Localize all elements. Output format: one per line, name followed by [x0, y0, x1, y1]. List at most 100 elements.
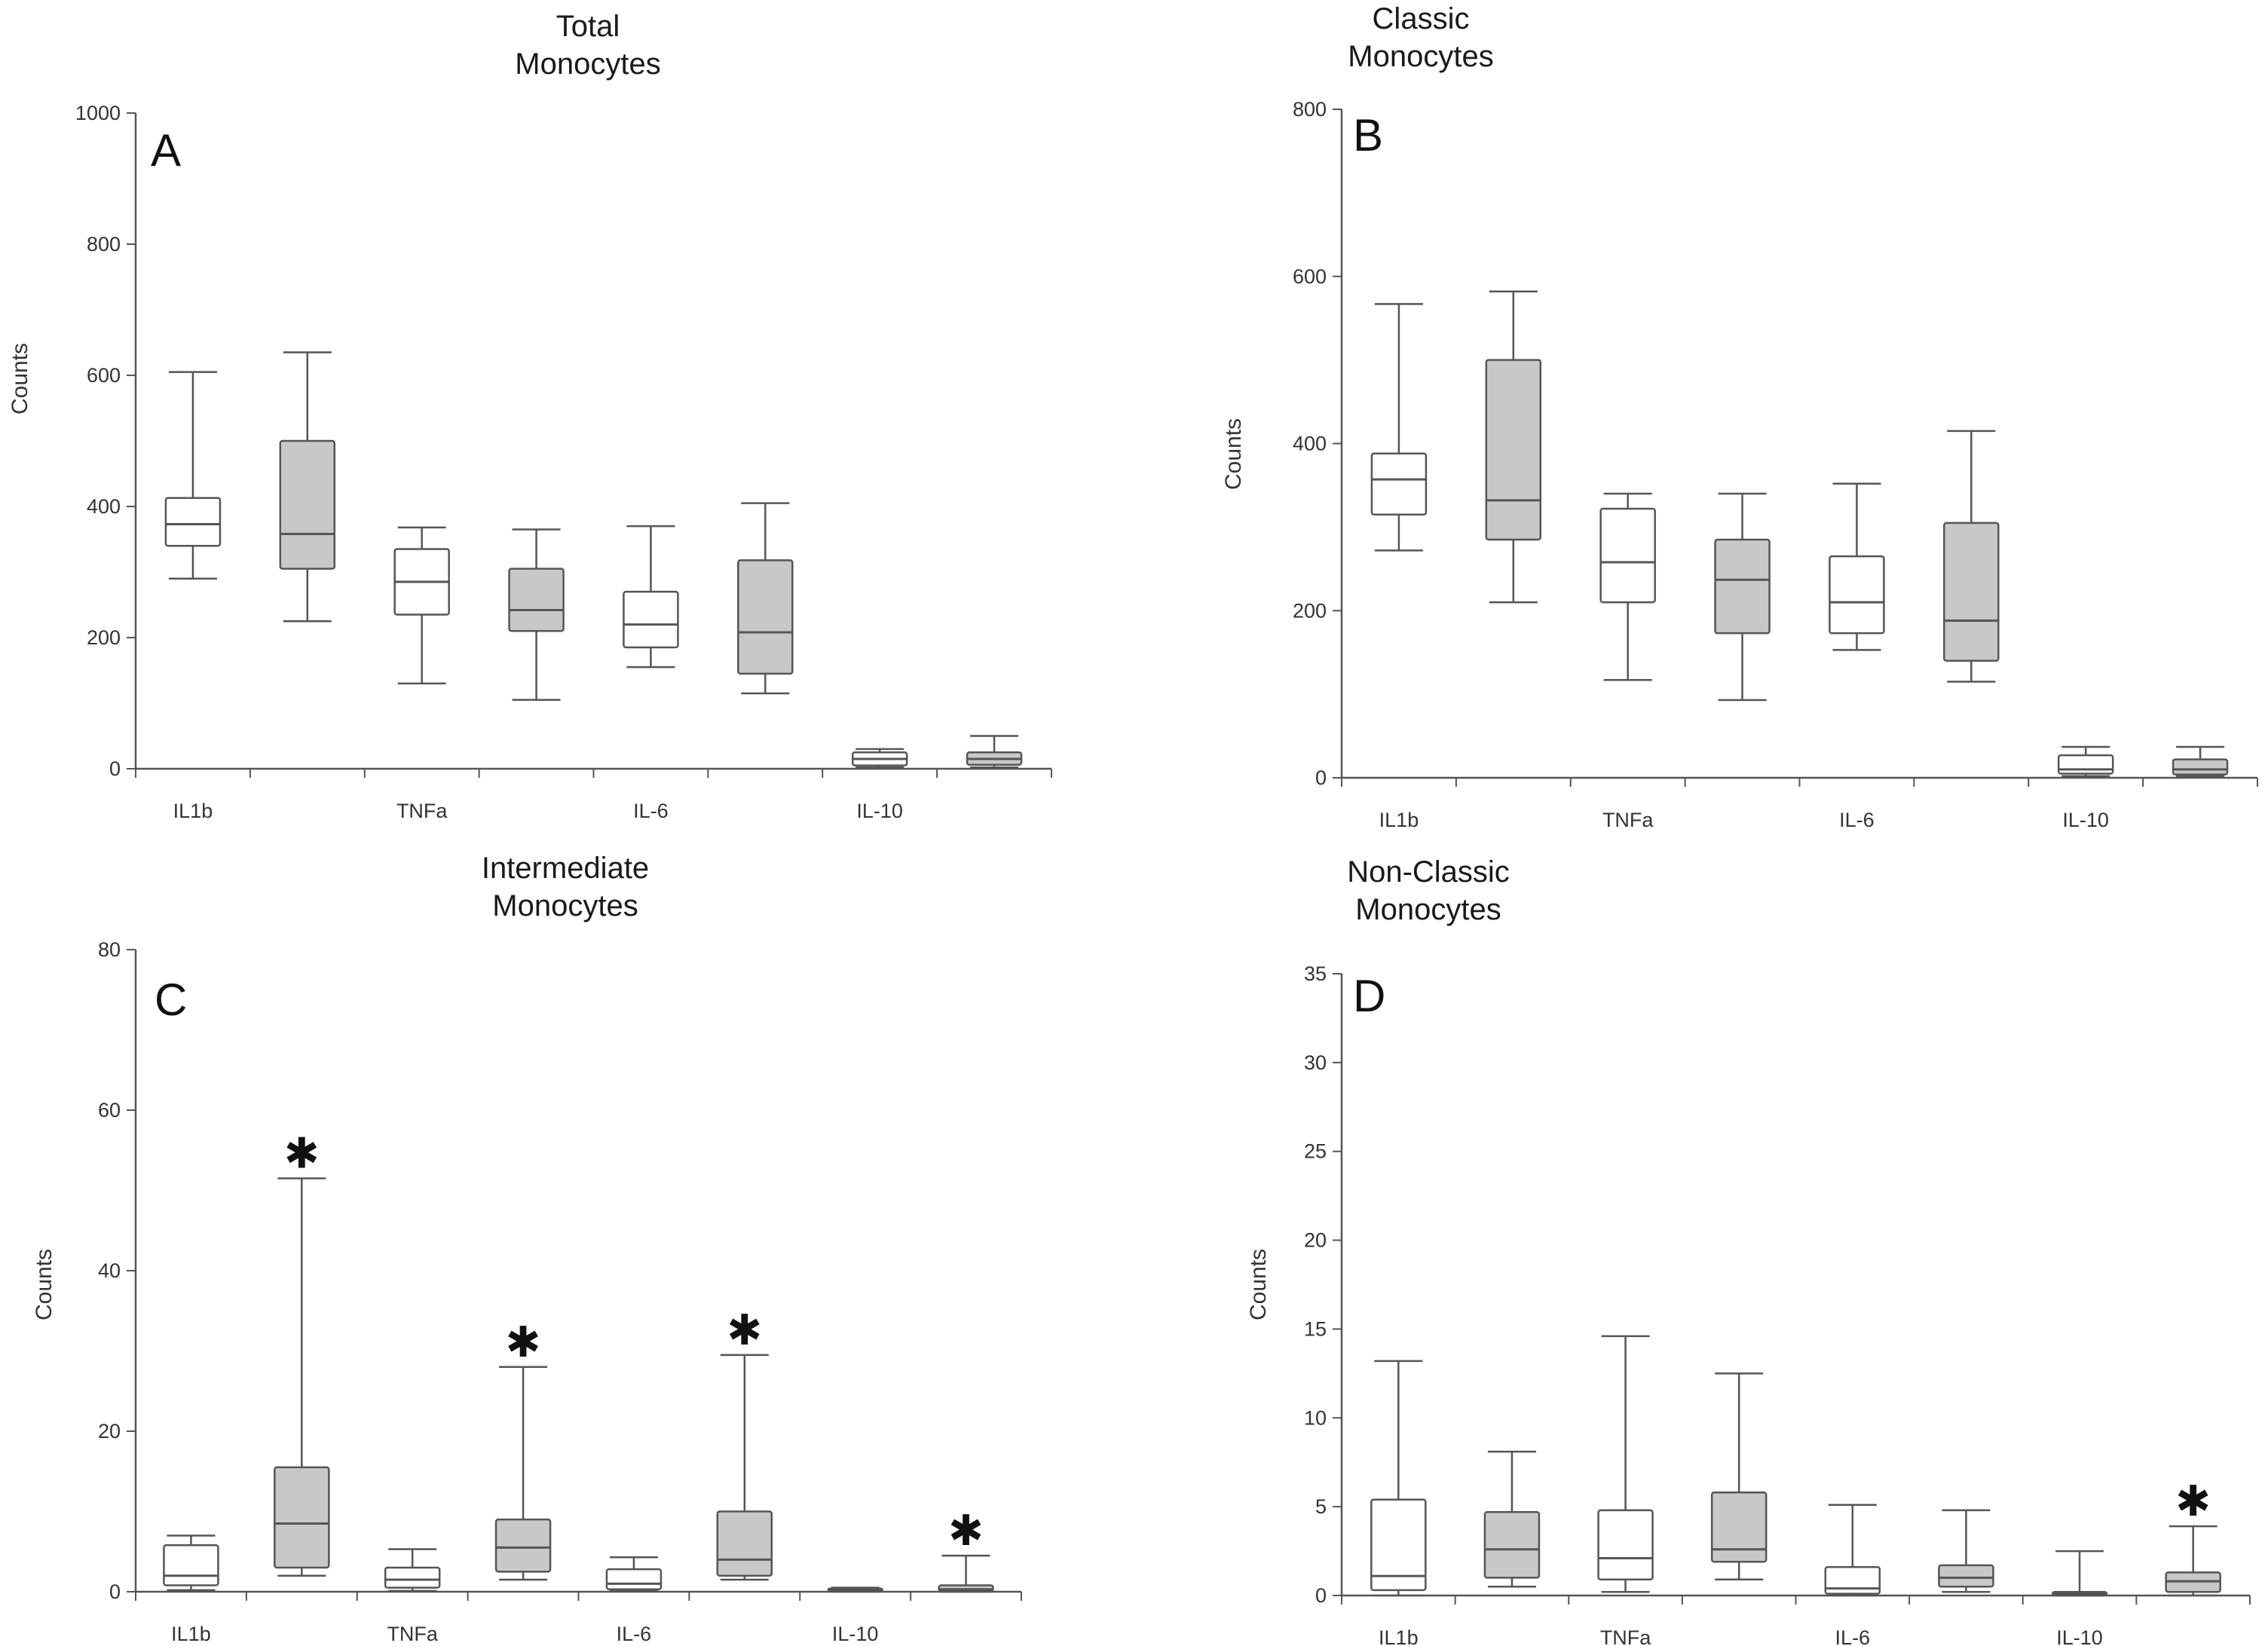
box-iqr — [1824, 1566, 1881, 1595]
panel-c-intermediate-monocytes: Intermediate Monocytes C Counts 0 20 40 60 8… — [0, 823, 1134, 1646]
x-category-label: IL-10 — [2056, 1626, 2103, 1646]
y-tick-label: 400 — [1293, 433, 1327, 455]
boxplot-svg: 0 200 400 600 800 1000 IL1b TNFa IL-6 IL-10 — [75, 102, 1052, 822]
panel-title-line2: Monocytes — [1348, 40, 1494, 73]
significance-star: ✱ — [284, 1130, 320, 1179]
panel-label: C — [155, 974, 188, 1025]
y-tick-label: 25 — [1304, 1140, 1327, 1163]
box-iqr — [1710, 1491, 1768, 1563]
y-tick-label: 0 — [1315, 1584, 1327, 1607]
box-tnfa-open — [1599, 492, 1656, 681]
x-category-label: IL1b — [1379, 1626, 1419, 1646]
x-category-label: IL-6 — [1835, 1626, 1871, 1646]
panel-d-non-classic-monocytes: Non-Classic Monocytes D Counts 0 5 10 15 20 2… — [1134, 823, 2268, 1646]
box-tnfa-filled: ✱ — [494, 1318, 552, 1581]
box-iqr — [1714, 538, 1771, 635]
x-category-label: IL-10 — [856, 800, 903, 822]
box-il-6-filled — [1938, 1509, 1994, 1593]
box-iqr — [2057, 754, 2114, 775]
box-il-10-open — [2057, 745, 2114, 778]
y-tick-label: 15 — [1304, 1317, 1327, 1340]
box-il1b-filled — [1483, 1450, 1541, 1588]
box-il-6-open — [1829, 482, 1885, 651]
box-il-10-filled — [966, 735, 1023, 769]
box-il-6-filled — [737, 502, 794, 695]
x-category-label: TNFa — [396, 800, 448, 822]
y-tick-label: 200 — [87, 626, 121, 649]
panel-title: Classic Monocytes — [1270, 0, 1572, 75]
x-category-label: IL-10 — [2062, 809, 2109, 831]
x-category-label: IL-6 — [633, 800, 669, 822]
y-tick-label: 800 — [1293, 98, 1327, 121]
box-tnfa-open — [393, 526, 450, 685]
y-tick-label: 20 — [98, 1420, 121, 1443]
y-tick-label: 30 — [1304, 1051, 1327, 1074]
boxplot-svg: 0 5 10 15 20 25 30 35 IL1b TNFa IL-6 IL-10 ✱ — [1304, 962, 2251, 1646]
box-il-6-open — [605, 1556, 663, 1592]
x-category-label: IL1b — [1379, 809, 1419, 831]
box-iqr — [384, 1566, 441, 1589]
y-tick-label: 1000 — [75, 102, 121, 124]
panel-title-line2: Monocytes — [492, 889, 638, 922]
significance-star: ✱ — [948, 1507, 984, 1556]
box-iqr — [1370, 1498, 1427, 1592]
x-category-label: TNFa — [387, 1623, 438, 1645]
panel-label: D — [1353, 971, 1386, 1021]
box-il-6-filled — [1943, 430, 2000, 683]
box-il-10-open — [851, 748, 908, 769]
box-iqr — [605, 1568, 663, 1591]
y-tick-label: 200 — [1293, 599, 1327, 622]
x-category-label: TNFa — [1602, 809, 1654, 831]
panel-b-classic-monocytes: Classic Monocytes B Counts 0 200 400 600 800… — [1134, 0, 2268, 831]
significance-star: ✱ — [2175, 1477, 2211, 1526]
box-iqr — [164, 497, 222, 547]
panel-title-line1: Total — [556, 10, 620, 43]
box-il1b-open — [164, 371, 222, 580]
box-il-6-filled: ✱ — [716, 1306, 773, 1581]
panel-label: A — [151, 125, 182, 176]
box-il-10-open — [2051, 1550, 2108, 1597]
box-il1b-open — [1370, 1360, 1427, 1597]
box-iqr — [1938, 1564, 1994, 1588]
y-tick-label: 400 — [87, 495, 121, 518]
box-il-10-filled: ✱ — [938, 1507, 994, 1593]
box-il1b-filled: ✱ — [274, 1130, 330, 1577]
box-iqr — [163, 1544, 219, 1586]
boxplot-svg: 0 20 40 60 80 IL1b TNFa IL-6 IL-10 ✱ ✱ ✱ ✱ — [98, 938, 1022, 1645]
y-tick-label: 5 — [1315, 1495, 1327, 1518]
y-tick-label: 800 — [87, 233, 121, 255]
boxplot-svg: 0 200 400 600 800 IL1b TNFa IL-6 IL-10 — [1293, 98, 2258, 831]
x-category-label: IL-6 — [1839, 809, 1875, 831]
box-il1b-filled — [279, 351, 336, 623]
box-iqr — [1485, 359, 1542, 541]
panel-title: Non-Classic Monocytes — [1270, 853, 1587, 929]
box-iqr — [1943, 522, 2000, 662]
panel-title-line1: Classic — [1372, 2, 1470, 35]
box-il-6-open — [1824, 1504, 1881, 1597]
box-il-6-open — [623, 525, 679, 668]
y-tick-label: 80 — [98, 938, 121, 961]
box-iqr — [716, 1510, 773, 1577]
box-iqr — [508, 568, 565, 632]
significance-star: ✱ — [727, 1306, 762, 1355]
y-tick-label: 35 — [1304, 962, 1327, 985]
box-iqr — [1597, 1509, 1654, 1581]
x-category-label: IL1b — [173, 800, 213, 822]
box-tnfa-filled — [1710, 1372, 1768, 1581]
panel-title-line1: Intermediate — [481, 852, 650, 885]
box-il1b-open — [1370, 303, 1428, 552]
box-tnfa-open — [384, 1548, 441, 1592]
y-tick-label: 600 — [1293, 265, 1327, 288]
box-iqr — [1483, 1510, 1541, 1579]
panel-a-total-monocytes: Total Monocytes A Counts 0 200 400 600 800 10… — [0, 0, 1134, 823]
y-tick-label: 0 — [109, 1580, 121, 1603]
box-il-10-filled: ✱ — [2165, 1477, 2221, 1597]
y-tick-label: 40 — [98, 1259, 121, 1282]
box-il-10-open — [827, 1586, 883, 1593]
box-il-10-filled — [2172, 745, 2229, 778]
y-tick-label: 60 — [98, 1099, 121, 1121]
y-tick-label: 0 — [109, 757, 121, 780]
box-il1b-open — [163, 1534, 219, 1592]
y-tick-label: 0 — [1315, 766, 1327, 789]
y-tick-label: 10 — [1304, 1406, 1327, 1429]
